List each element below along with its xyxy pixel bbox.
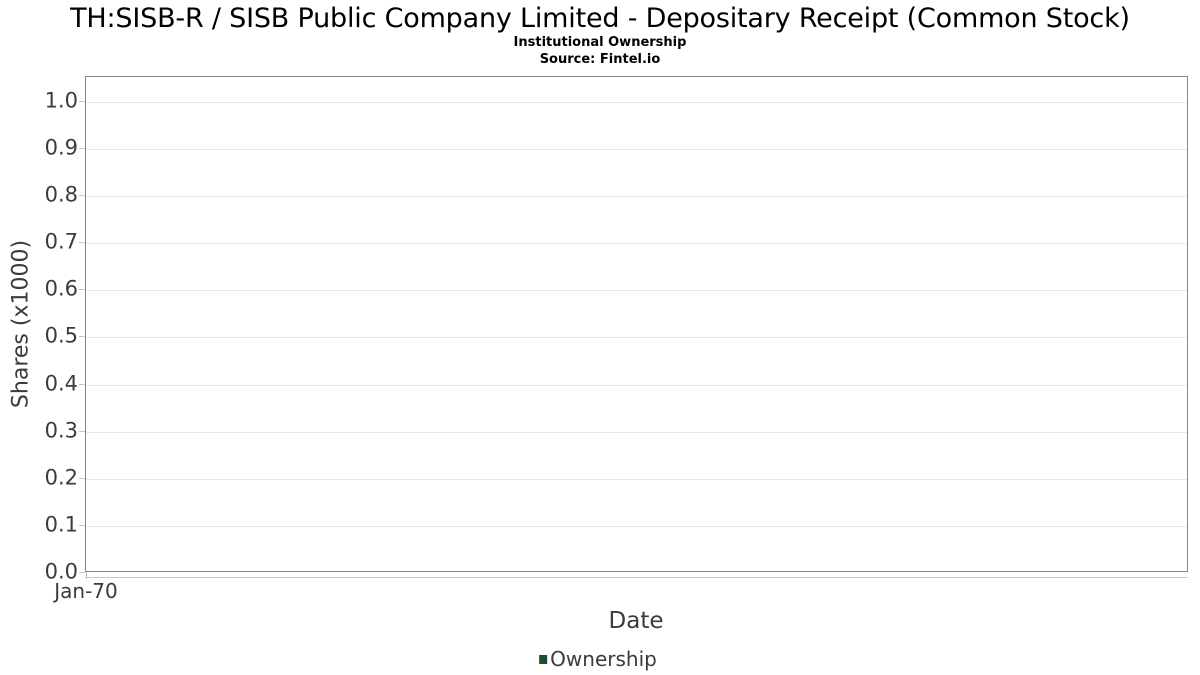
y-tick-mark <box>79 336 85 337</box>
y-tick-mark <box>79 384 85 385</box>
gridline-0.3 <box>86 432 1187 433</box>
y-tick-label: 0.6 <box>44 276 78 301</box>
y-tick-mark <box>79 195 85 196</box>
y-axis-title: Shares (x1000) <box>8 239 34 409</box>
gridline-0.2 <box>86 479 1187 480</box>
chart-source-label: Source: Fintel.io <box>539 52 661 67</box>
x-axis-line <box>85 577 1188 578</box>
y-tick-label: 0.7 <box>44 229 78 254</box>
y-tick-label: 0.4 <box>44 371 78 396</box>
y-tick-mark <box>79 525 85 526</box>
y-tick-label: 0.5 <box>44 323 78 348</box>
gridline-0.6 <box>86 290 1187 291</box>
gridline-0.9 <box>86 149 1187 150</box>
chart-subtitle: Institutional Ownership <box>513 35 687 50</box>
legend-swatch-ownership <box>539 654 548 664</box>
x-tick-label: Jan-70 <box>54 579 118 603</box>
y-tick-mark <box>79 478 85 479</box>
gridline-0.1 <box>86 526 1187 527</box>
y-tick-label: 1.0 <box>44 88 78 113</box>
y-tick-mark <box>79 289 85 290</box>
y-tick-mark <box>79 431 85 432</box>
gridline-1.0 <box>86 102 1187 103</box>
y-tick-label: 0.8 <box>44 182 78 207</box>
y-tick-label: 0.1 <box>44 512 78 537</box>
y-tick-label: 0.2 <box>44 465 78 490</box>
gridline-0.5 <box>86 337 1187 338</box>
y-tick-mark <box>79 572 85 573</box>
y-tick-label: 0.3 <box>44 418 78 443</box>
y-tick-mark <box>79 242 85 243</box>
plot-area <box>85 76 1188 572</box>
x-axis-title: Date <box>608 608 664 634</box>
chart-title: TH:SISB-R / SISB Public Company Limited … <box>70 3 1130 34</box>
x-tick-mark <box>86 572 87 579</box>
y-tick-mark <box>79 101 85 102</box>
legend[interactable]: Ownership <box>539 647 657 671</box>
y-tick-label: 0.9 <box>44 135 78 160</box>
y-axis-tick-labels: 1.0 0.9 0.8 0.7 0.6 0.5 0.4 0.3 0.2 0.1 … <box>0 76 78 584</box>
gridline-0.4 <box>86 385 1187 386</box>
gridline-0.8 <box>86 196 1187 197</box>
y-tick-label: 0.0 <box>44 559 78 584</box>
legend-label-ownership: Ownership <box>550 647 657 671</box>
y-tick-mark <box>79 148 85 149</box>
gridline-0.7 <box>86 243 1187 244</box>
